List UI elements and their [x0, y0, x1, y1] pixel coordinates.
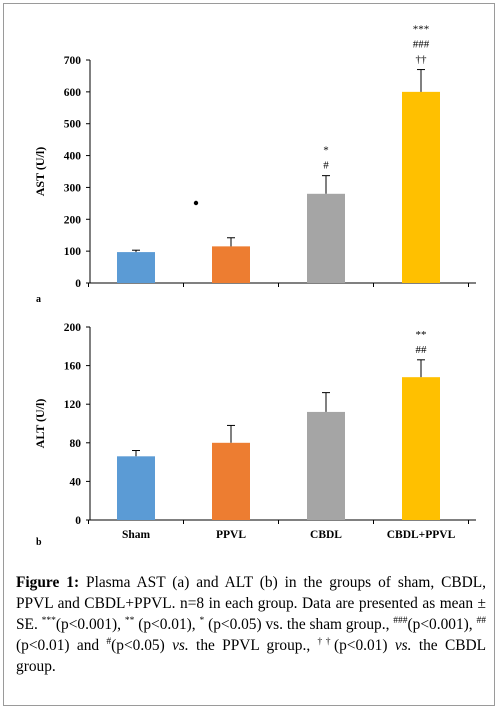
y-tick-label: 200 — [64, 322, 82, 334]
caption-text: (p<0.001), — [55, 616, 125, 633]
significance-annotation: ### — [413, 39, 430, 51]
y-axis-title: ALT (U/l) — [33, 399, 47, 449]
y-tick-label: 160 — [64, 361, 82, 373]
significance-annotation: *** — [413, 24, 430, 36]
significance-annotation: # — [323, 160, 329, 172]
caption-figure-label: Figure 1: — [16, 574, 80, 591]
panel-label: a — [36, 294, 41, 305]
bar-ppvl — [212, 442, 250, 520]
caption-text: (p<0.01), — [134, 616, 200, 633]
bar-cbdl — [307, 193, 345, 283]
significance-annotation: ** — [416, 329, 427, 341]
y-tick-label: 700 — [64, 55, 82, 67]
caption-text: the CBDL group. — [16, 637, 486, 675]
caption-sup: # — [106, 636, 112, 647]
caption-sup: *** — [41, 615, 56, 626]
caption-text: Plasma AST (a) and ALT (b) in the groups… — [16, 574, 487, 633]
figure-frame — [3, 3, 495, 706]
y-tick-label: 120 — [64, 399, 82, 411]
panel-label: b — [36, 537, 42, 548]
y-tick-label: 300 — [64, 182, 82, 194]
y-tick-label: 40 — [70, 476, 82, 488]
caption-text: (p<0.001), — [407, 616, 477, 633]
caption-italic: vs. — [394, 637, 412, 654]
significance-annotation: * — [323, 145, 329, 157]
x-tick-label: Sham — [122, 529, 151, 541]
caption-italic: vs. — [172, 637, 189, 654]
caption-sup: ### — [393, 615, 408, 626]
bar-cbdl-ppvl — [402, 91, 440, 283]
y-tick-label: 200 — [64, 214, 82, 226]
caption-sup: †† — [317, 636, 334, 647]
y-tick-label: 400 — [64, 151, 82, 163]
caption-sup: ## — [476, 615, 487, 626]
caption-text: (p<0.01) — [333, 637, 395, 654]
panel-a-ast-chart: 0 100 200 300 400 500 600 700 AST (U/l) a * # *** ###… — [33, 24, 476, 305]
y-tick-label: 100 — [64, 246, 82, 258]
caption-text: (p<0.05) — [111, 637, 173, 654]
y-axis-title: AST (U/l) — [33, 147, 47, 196]
x-tick-label: CBDL+PPVL — [387, 529, 456, 541]
bar-ppvl — [212, 246, 250, 283]
x-tick-label: PPVL — [216, 529, 246, 541]
annotation-dot — [193, 200, 199, 206]
bar-cbdl — [307, 411, 345, 520]
caption-text: (p<0.05) vs. the sham group., — [204, 616, 394, 633]
y-tick-label: 0 — [75, 515, 81, 527]
panel-b-alt-chart: 0 40 80 120 160 200 ALT (U/l) b Sham PPVL CBDL ** ##… — [33, 322, 476, 548]
caption-sup: ** — [124, 615, 135, 626]
y-tick-label: 500 — [64, 119, 82, 131]
significance-annotation: ## — [416, 344, 428, 356]
y-tick-label: 600 — [64, 87, 82, 99]
y-tick-label: 80 — [70, 438, 82, 450]
bar-sham — [117, 456, 155, 520]
caption-sup: * — [199, 615, 205, 626]
bar-cbdl-ppvl — [402, 377, 440, 520]
x-tick-label: CBDL — [310, 529, 342, 541]
bar-sham — [117, 252, 155, 283]
significance-annotation: †† — [416, 54, 428, 66]
caption-text: the PPVL group., — [188, 637, 318, 654]
y-tick-label: 0 — [75, 278, 81, 290]
figure-caption: Figure 1: Plasma AST (a) and ALT (b) in … — [16, 572, 486, 677]
caption-text: (p<0.01) and — [16, 637, 107, 654]
